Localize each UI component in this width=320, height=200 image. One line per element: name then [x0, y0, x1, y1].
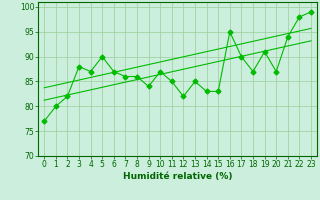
- X-axis label: Humidité relative (%): Humidité relative (%): [123, 172, 232, 181]
